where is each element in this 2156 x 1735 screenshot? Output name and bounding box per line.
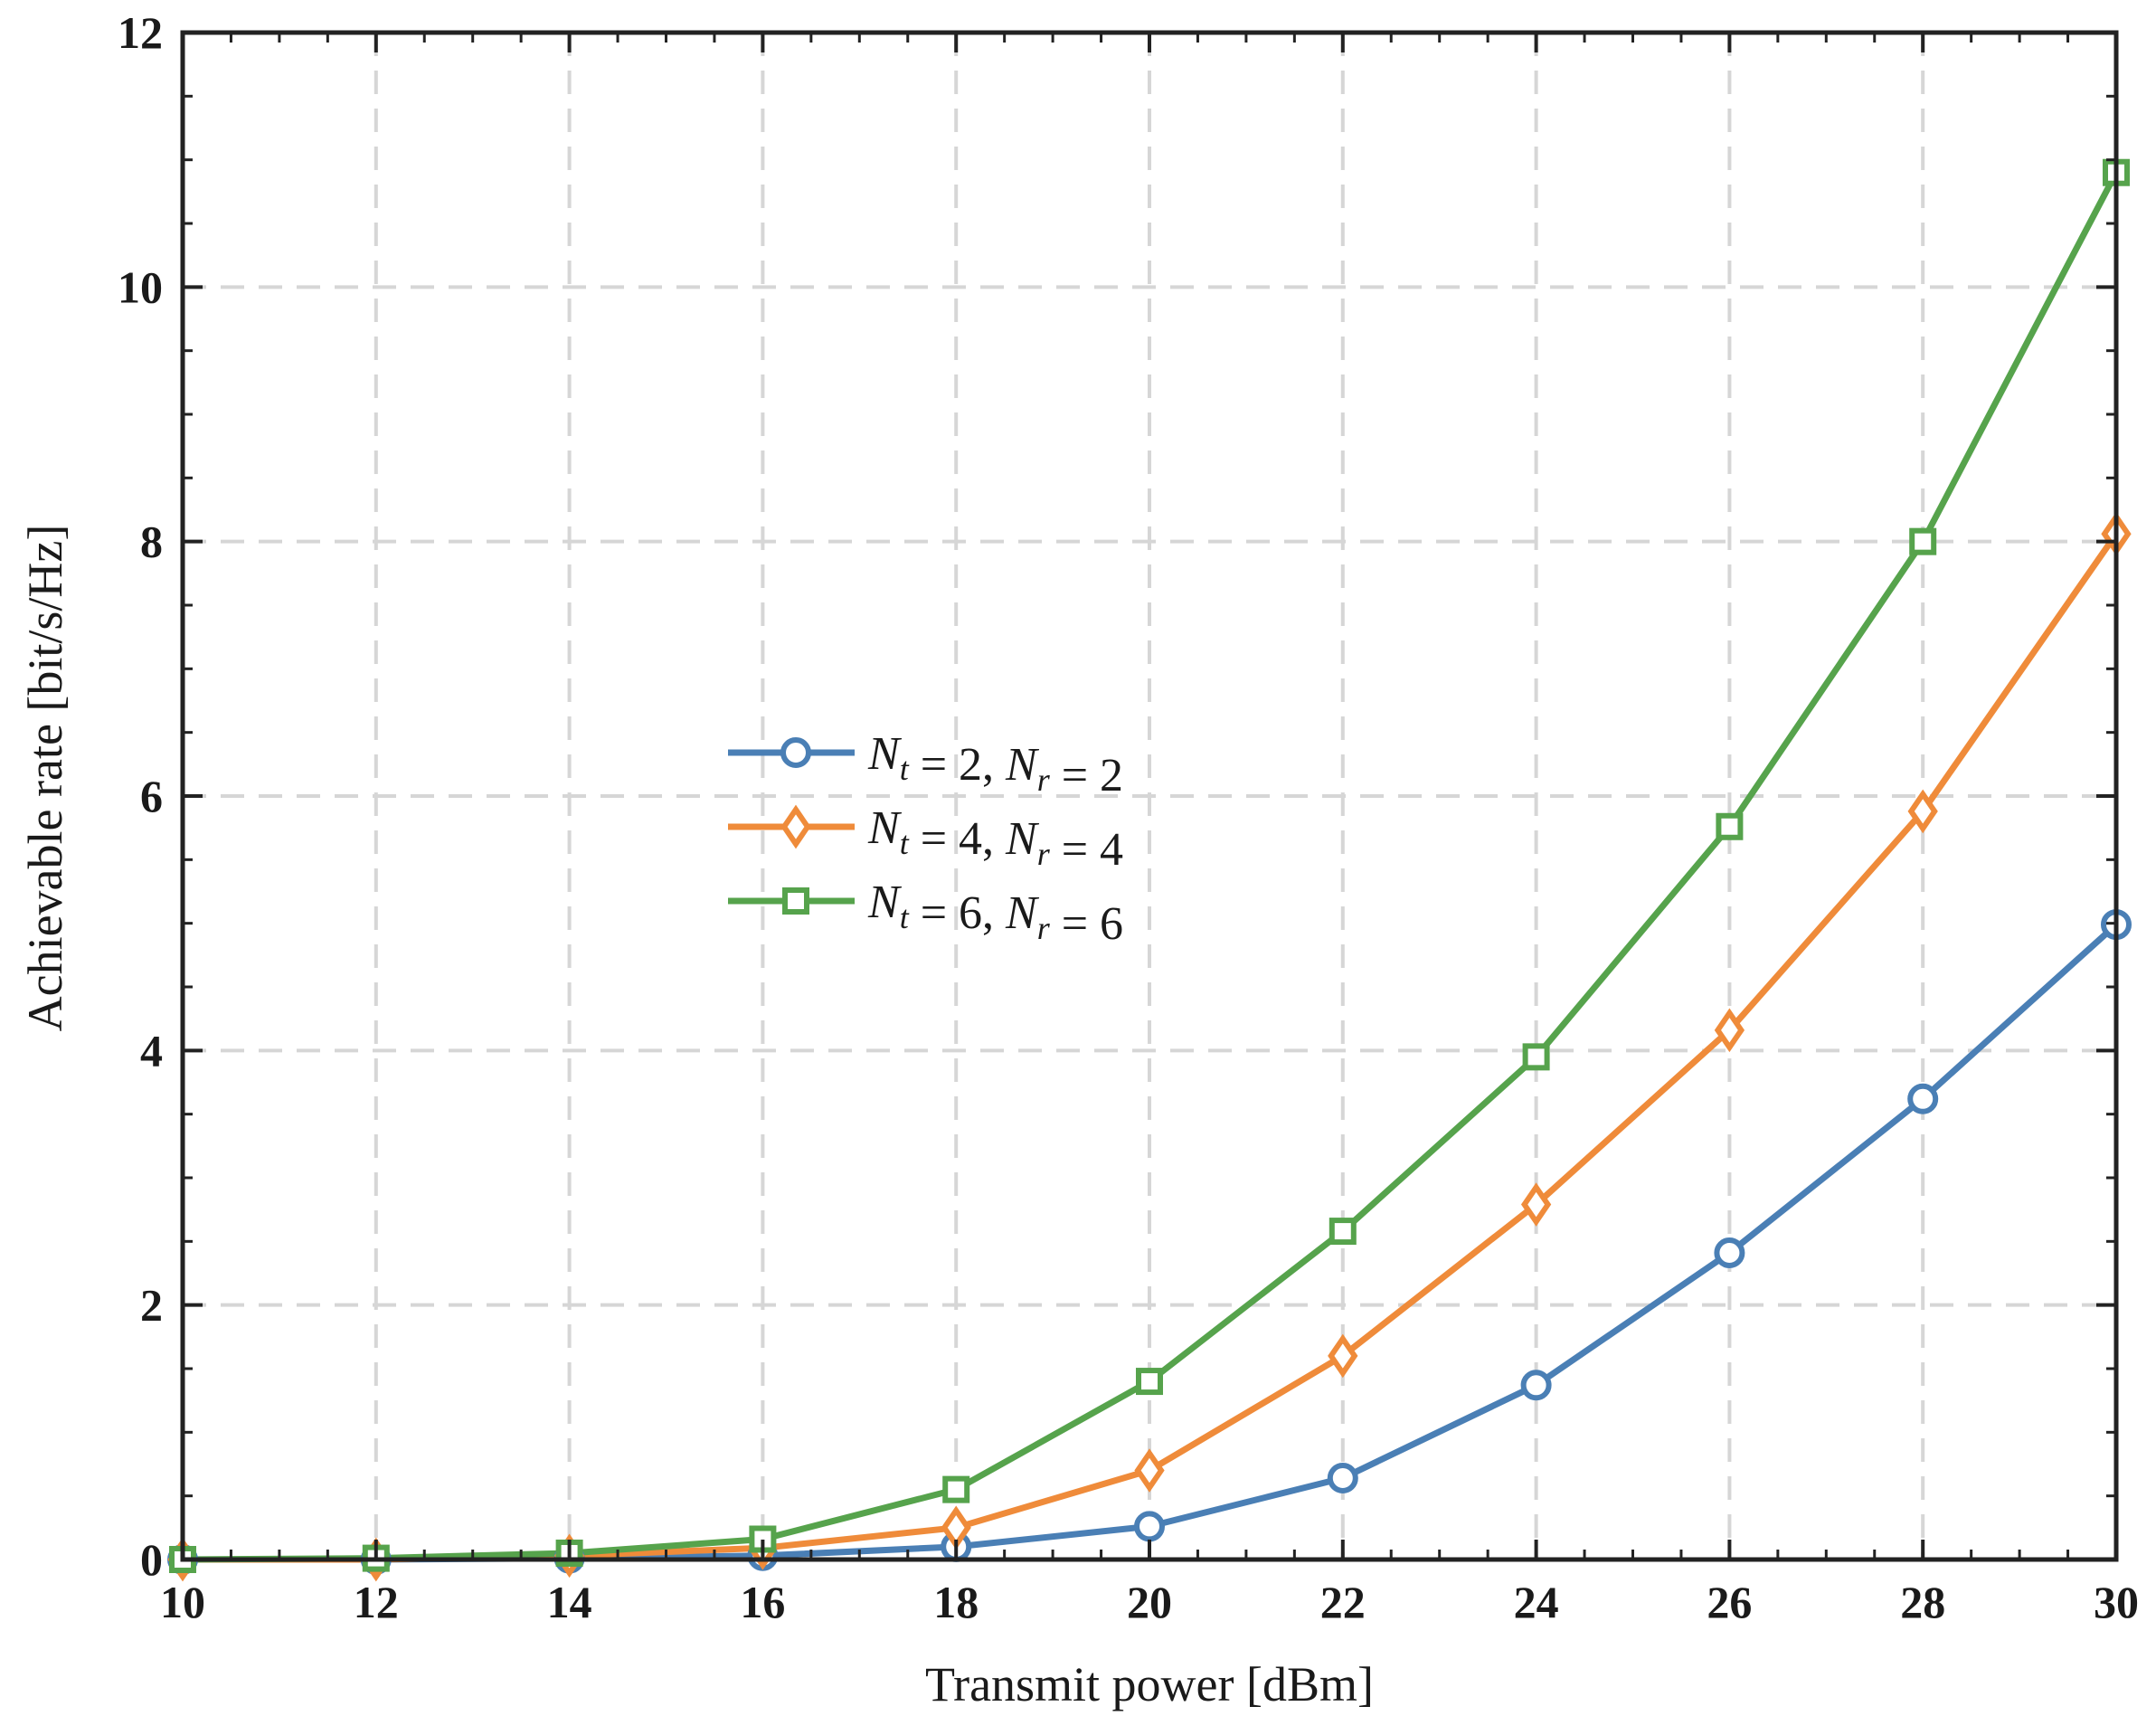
data-point-diamond [1907, 789, 1938, 834]
data-point-square [1136, 1368, 1163, 1396]
data-point-diamond [1520, 1182, 1552, 1227]
y-axis-label: Achievable rate [bit/s/Hz] [18, 525, 72, 1032]
y-tick-label: 6 [140, 771, 163, 821]
x-tick-label: 22 [1320, 1577, 1366, 1627]
data-point-square [1522, 1043, 1550, 1071]
data-point-circle [1714, 1237, 1745, 1268]
data-point-square [1716, 812, 1744, 840]
legend-subscript: t [900, 751, 910, 787]
legend-subscript: r [1037, 910, 1051, 946]
legend-subscript: t [900, 825, 910, 861]
y-tick-label: 0 [140, 1534, 163, 1585]
legend-text-part: = 4 [1050, 824, 1123, 876]
data-point-square [942, 1475, 970, 1503]
data-point-circle [1134, 1511, 1165, 1542]
x-tick-label: 12 [354, 1577, 399, 1627]
data-point-square [1329, 1218, 1357, 1246]
data-point-diamond [780, 804, 811, 849]
legend-text-part: = 2, [909, 739, 1006, 791]
y-tick-label: 2 [140, 1280, 163, 1331]
x-tick-label: 10 [160, 1577, 205, 1627]
y-tick-label: 4 [140, 1025, 163, 1076]
legend-entry-label: Nt = 4, Nr = 4 [867, 802, 1123, 876]
legend-text-part: = 6, [909, 887, 1006, 939]
data-point-diamond [1714, 1008, 1745, 1053]
data-point-diamond [1134, 1448, 1165, 1493]
x-axis-label: Transmit power [dBm] [925, 1657, 1374, 1711]
legend-text-part: N [867, 802, 903, 854]
x-tick-label: 14 [547, 1577, 592, 1627]
x-tick-label: 28 [1900, 1577, 1945, 1627]
legend-entry-label: Nt = 2, Nr = 2 [867, 728, 1123, 801]
data-point-circle [780, 737, 811, 768]
data-point-square [1909, 527, 1937, 555]
data-point-circle [1327, 1462, 1358, 1493]
data-point-circle [1907, 1083, 1939, 1114]
series-group [167, 158, 2132, 1582]
grid [183, 33, 2116, 1560]
data-point-diamond [1328, 1333, 1358, 1379]
x-tick-label: 26 [1707, 1577, 1752, 1627]
x-tick-label: 30 [2094, 1577, 2139, 1627]
legend-text-part: N [867, 877, 903, 928]
legend-text-part: N [1005, 813, 1040, 865]
legend-text-part: N [1005, 887, 1040, 939]
x-tick-label: 20 [1127, 1577, 1172, 1627]
x-tick-label: 16 [740, 1577, 785, 1627]
legend-text-part: = 6 [1050, 898, 1123, 950]
legend-subscript: r [1037, 836, 1051, 872]
y-tick-label: 12 [118, 7, 163, 58]
data-point-circle [1520, 1370, 1552, 1401]
x-tick-label: 24 [1514, 1577, 1559, 1627]
axes [180, 30, 2119, 1562]
data-point-square [782, 887, 809, 915]
y-tick-label: 10 [118, 261, 163, 312]
legend-text-part: N [1005, 739, 1040, 791]
legend-text-part: = 4, [909, 813, 1006, 865]
legend-entry-label: Nt = 6, Nr = 6 [867, 877, 1123, 950]
legend-text-part: N [867, 728, 903, 780]
legend-text-part: = 2 [1050, 750, 1123, 801]
y-tick-label: 8 [140, 517, 163, 567]
x-tick-label: 18 [933, 1577, 979, 1627]
legend: Nt = 2, Nr = 2Nt = 4, Nr = 4Nt = 6, Nr =… [728, 728, 1123, 950]
legend-subscript: t [900, 899, 910, 935]
legend-subscript: r [1037, 762, 1051, 798]
